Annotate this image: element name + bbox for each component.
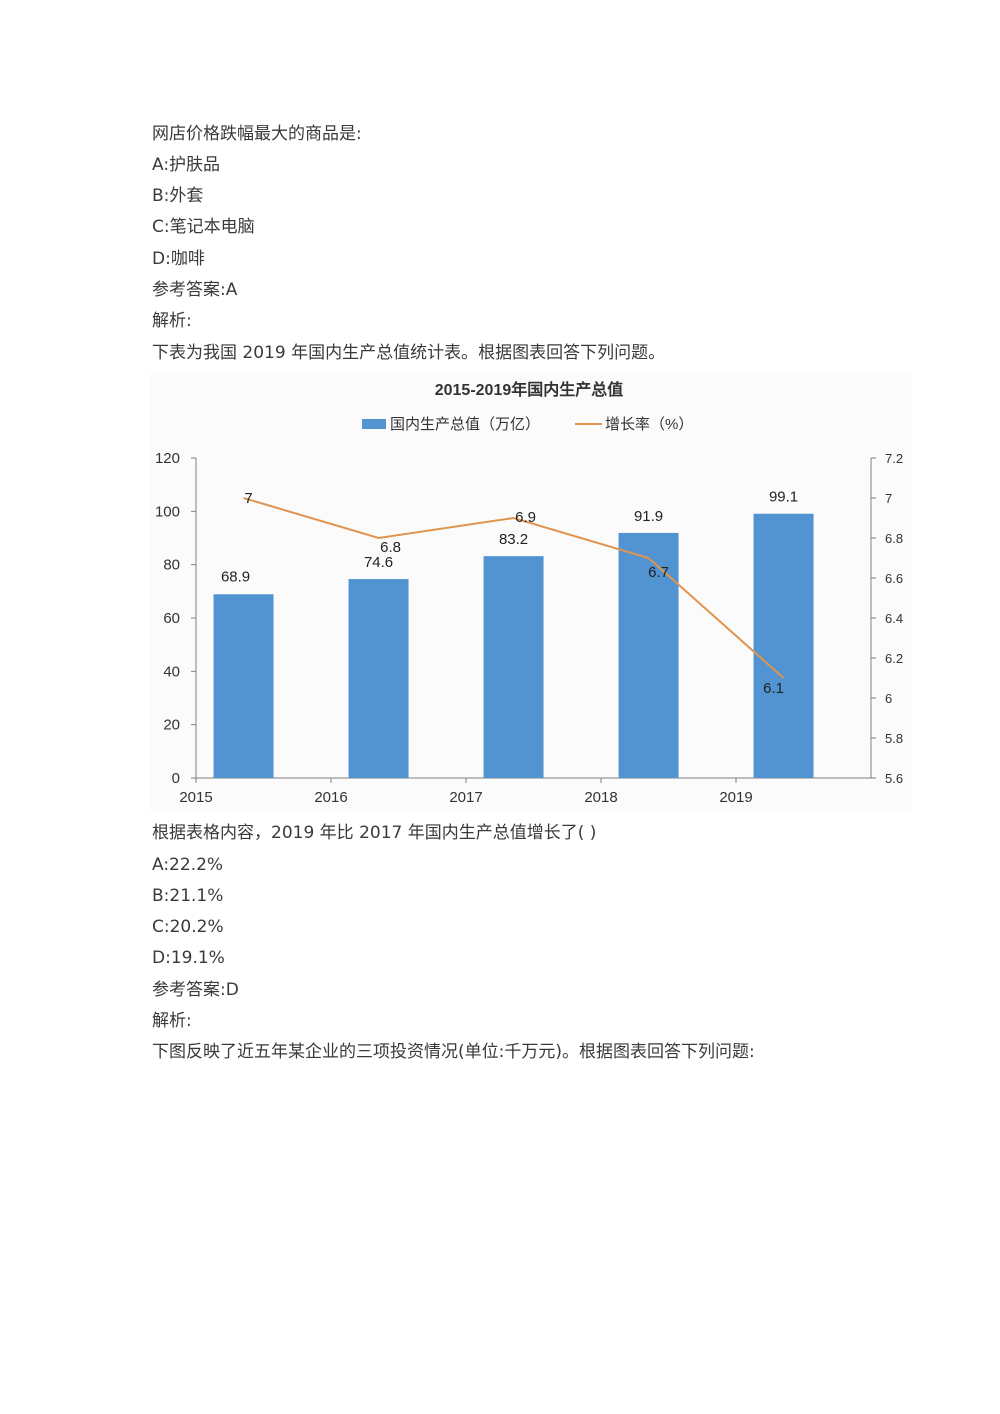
bar-value-label: 83.2 — [499, 531, 528, 548]
right-axis-tick-label: 5.6 — [885, 771, 903, 786]
q2-option-a: A:22.2% — [152, 855, 224, 875]
left-axis-tick-label: 80 — [163, 557, 180, 574]
q2-option-d: D:19.1% — [152, 948, 225, 968]
q1-option-a: A:护肤品 — [152, 155, 221, 175]
x-axis-tick-label: 2018 — [584, 789, 617, 806]
chart-bars: 68.9 74.6 83.2 91.9 99.1 — [213, 489, 814, 778]
chart-growth-line: 7 6.8 6.9 6.7 6.1 — [243, 490, 785, 697]
left-axis-tick-label: 0 — [172, 770, 180, 787]
right-axis-tick-label: 6.8 — [885, 531, 903, 546]
x-axis-tick-label: 2019 — [719, 789, 752, 806]
left-axis-tick-label: 60 — [163, 610, 180, 627]
growth-rate-label: 6.8 — [380, 539, 401, 556]
q1-stem: 网店价格跌幅最大的商品是: — [152, 124, 362, 144]
growth-rate-label: 6.7 — [648, 564, 669, 581]
right-axis-tick-label: 7 — [885, 491, 892, 506]
x-axis-tick-label: 2015 — [179, 789, 212, 806]
q1-answer: 参考答案:A — [152, 280, 238, 300]
bar-value-label: 74.6 — [364, 554, 393, 571]
q2-analysis: 解析: — [152, 1011, 192, 1031]
q1-option-d: D:咖啡 — [152, 249, 205, 269]
legend-line-label: 增长率（%） — [605, 416, 693, 433]
chart-axes: 0 20 40 60 80 100 120 5.6 5.8 6 6.2 6.4 6.6 6.8 7 7.2 20… — [155, 450, 903, 806]
q2-option-c: C:20.2% — [152, 917, 224, 937]
left-axis-tick-label: 120 — [155, 450, 180, 467]
right-axis-tick-label: 5.8 — [885, 731, 903, 746]
chart-svg: 2015-2019年国内生产总值 国内生产总值（万亿） 增长率（%） 0 20 40… — [155, 380, 903, 806]
chart-title: 2015-2019年国内生产总值 — [435, 380, 624, 399]
right-axis-tick-label: 6 — [885, 691, 892, 706]
bar-value-label: 91.9 — [634, 508, 663, 525]
bar-value-label: 68.9 — [221, 568, 250, 585]
left-axis-tick-label: 40 — [163, 663, 180, 680]
bar-2017 — [483, 556, 544, 778]
q1-option-c: C:笔记本电脑 — [152, 217, 255, 237]
q1-option-b: B:外套 — [152, 186, 204, 206]
gdp-chart: 2015-2019年国内生产总值 国内生产总值（万亿） 增长率（%） 0 20 40… — [150, 372, 912, 812]
right-axis-tick-label: 7.2 — [885, 451, 903, 466]
left-axis-tick-label: 100 — [155, 503, 180, 520]
bar-2016 — [348, 579, 409, 778]
right-axis-tick-label: 6.2 — [885, 651, 903, 666]
bar-2015 — [213, 594, 274, 778]
bar-2018 — [618, 532, 679, 778]
bar-2019 — [753, 513, 814, 778]
q2-option-b: B:21.1% — [152, 886, 224, 906]
growth-rate-label: 6.1 — [763, 680, 784, 697]
growth-rate-label: 6.9 — [515, 509, 536, 526]
intro-2: 下表为我国 2019 年国内生产总值统计表。根据图表回答下列问题。 — [152, 343, 666, 363]
legend-bar-label: 国内生产总值（万亿） — [390, 416, 540, 433]
x-axis-tick-label: 2016 — [314, 789, 347, 806]
q1-analysis: 解析: — [152, 311, 192, 331]
right-axis-tick-label: 6.4 — [885, 611, 903, 626]
right-axis-tick-label: 6.6 — [885, 571, 903, 586]
q2-stem: 根据表格内容，2019 年比 2017 年国内生产总值增长了( ) — [152, 823, 597, 843]
bar-value-label: 99.1 — [769, 489, 798, 506]
growth-rate-line — [243, 497, 785, 679]
x-axis-tick-label: 2017 — [449, 789, 482, 806]
intro-3: 下图反映了近五年某企业的三项投资情况(单位:千万元)。根据图表回答下列问题: — [152, 1042, 755, 1062]
legend-bar-swatch — [362, 419, 386, 429]
q2-answer: 参考答案:D — [152, 980, 239, 1000]
growth-rate-label: 7 — [244, 490, 252, 507]
left-axis-tick-label: 20 — [163, 717, 180, 734]
